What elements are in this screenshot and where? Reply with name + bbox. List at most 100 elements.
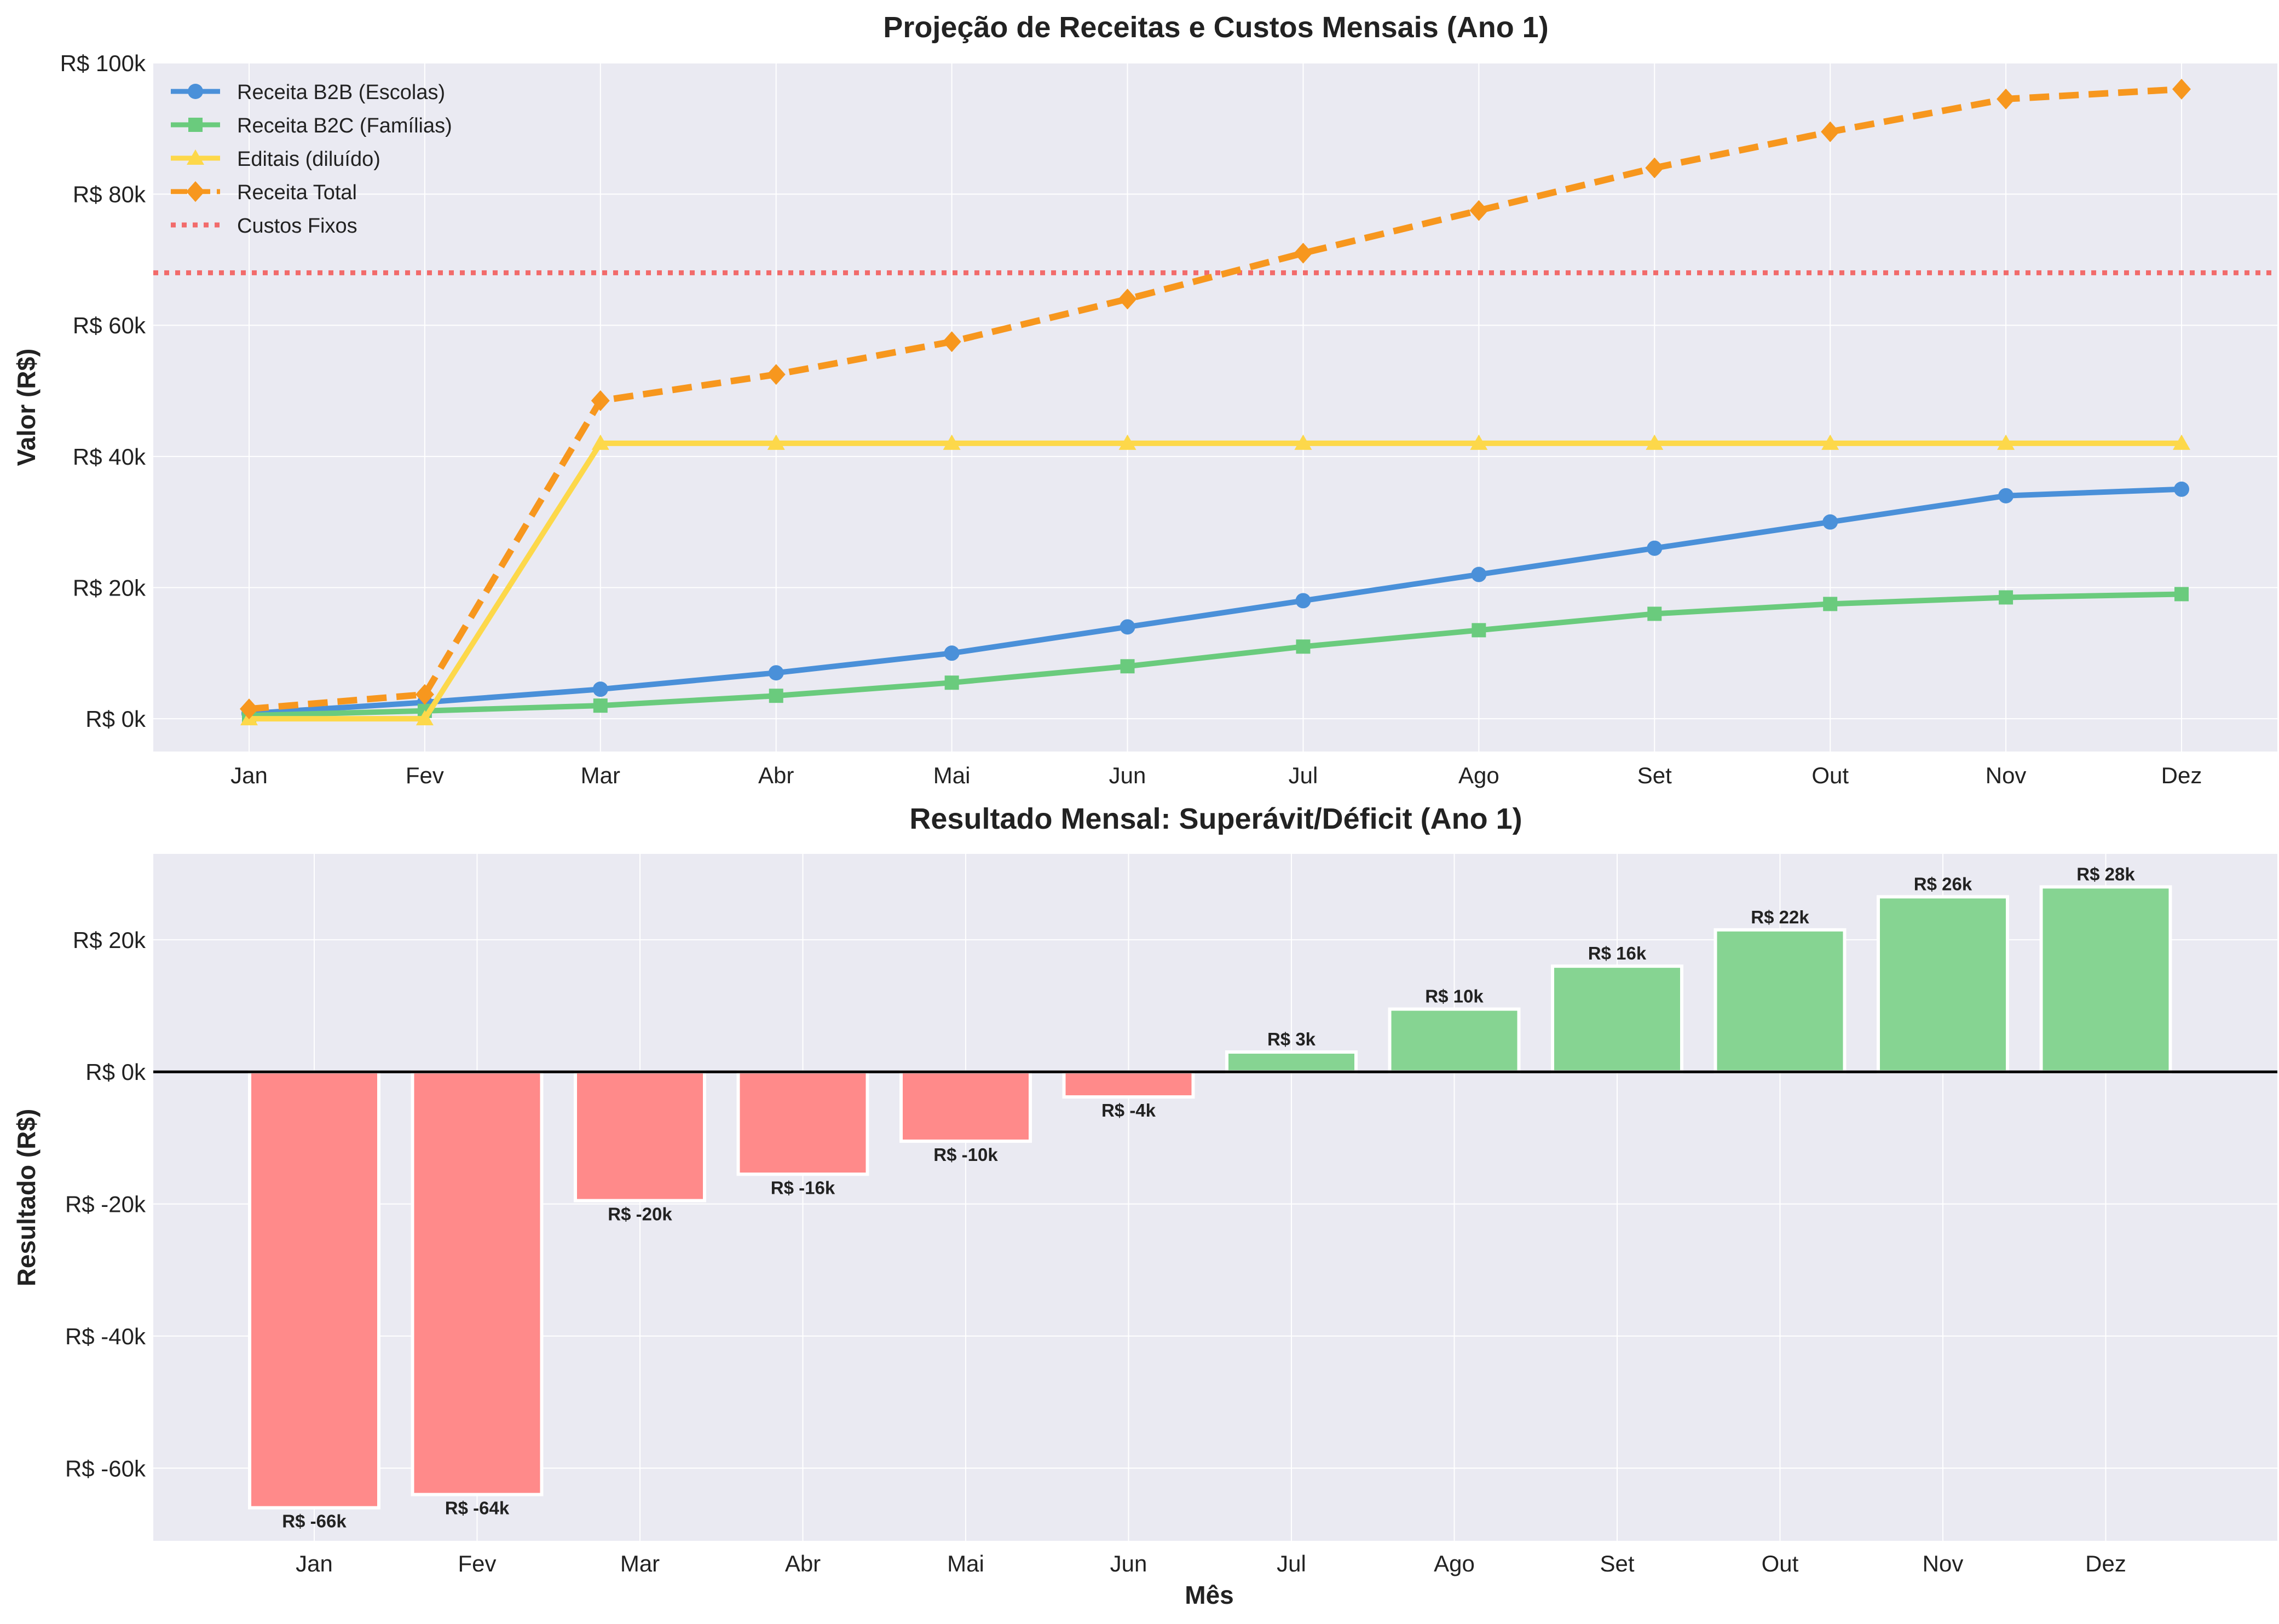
chart1-x-tick-label: Jan xyxy=(230,762,268,788)
chart1-x-tick-label: Set xyxy=(1637,762,1672,788)
series-total xyxy=(240,78,2191,720)
series-b2c xyxy=(242,587,2189,723)
chart1-x-tick-label: Fev xyxy=(406,762,444,788)
point-b2c xyxy=(1472,623,1486,638)
result-bar-label: R$ -64k xyxy=(445,1498,510,1518)
chart1-x-tick-label: Dez xyxy=(2161,762,2202,788)
point-total xyxy=(591,390,610,412)
chart1-x-tick-label: Mai xyxy=(933,762,971,788)
result-bar xyxy=(1062,1070,1195,1099)
chart2-y-tick-label: R$ -40k xyxy=(65,1324,146,1349)
chart1-x-tick-label: Abr xyxy=(758,762,794,788)
result-bar-label: R$ -10k xyxy=(933,1145,998,1165)
chart2-x-tick-label: Ago xyxy=(1434,1551,1475,1576)
monthly-result-bar-chart: Resultado Mensal: Superávit/Déficit (Ano… xyxy=(12,802,2277,1609)
legend-label: Editais (diluído) xyxy=(237,148,380,171)
point-b2b xyxy=(2174,481,2189,497)
point-b2b xyxy=(592,681,608,697)
result-bar xyxy=(248,1070,380,1510)
legend-label: Receita B2B (Escolas) xyxy=(237,81,445,104)
point-editais xyxy=(2173,434,2190,450)
chart2-x-tick-label: Jan xyxy=(296,1551,333,1576)
chart2-y-tick-label: R$ 20k xyxy=(73,927,146,953)
series-b2b xyxy=(241,481,2189,721)
chart2-x-ticks: Jan Fev Mar Abr Mai Jun Jul Ago Set Out Nov Dez xyxy=(296,1551,2126,1576)
point-editais xyxy=(1470,434,1488,450)
point-b2c xyxy=(1999,590,2013,605)
point-editais xyxy=(591,434,609,450)
chart2-x-tick-label: Nov xyxy=(1923,1551,1964,1576)
chart1-title: Projeção de Receitas e Custos Mensais (A… xyxy=(883,11,1548,44)
chart2-x-tick-label: Out xyxy=(1762,1551,1799,1576)
point-b2b xyxy=(944,645,960,661)
point-editais xyxy=(1646,434,1664,450)
point-editais xyxy=(767,434,785,450)
result-bar xyxy=(574,1070,706,1203)
result-bar xyxy=(411,1070,544,1496)
series-line-b2b xyxy=(249,486,2182,716)
point-total xyxy=(766,364,786,385)
chart1-plot-area xyxy=(153,63,2277,752)
result-bar xyxy=(1713,928,1847,1074)
result-bar-label: R$ 22k xyxy=(1751,907,1809,927)
result-bar xyxy=(1388,1007,1521,1074)
chart1-x-tick-label: Out xyxy=(1811,762,1849,788)
point-total xyxy=(1645,157,1664,178)
result-bar xyxy=(2039,885,2172,1074)
point-editais xyxy=(1821,434,1839,450)
point-total xyxy=(2172,78,2191,100)
legend-label: Receita B2C (Famílias) xyxy=(237,114,452,137)
chart1-y-tick-label: R$ 40k xyxy=(73,444,146,470)
point-b2c xyxy=(1823,597,1838,611)
series-line-editais xyxy=(249,440,2182,722)
point-total xyxy=(1821,121,1840,142)
point-b2c xyxy=(769,689,783,703)
point-b2c xyxy=(944,675,959,690)
chart1-y-ticks: R$ 0k R$ 20k R$ 40k R$ 60k R$ 80k R$ 100k xyxy=(60,50,146,732)
chart2-x-tick-label: Set xyxy=(1600,1551,1634,1576)
legend-marker xyxy=(188,118,203,132)
chart1-y-tick-label: R$ 20k xyxy=(73,575,146,600)
chart1-y-tick-label: R$ 0k xyxy=(85,706,146,732)
chart1-x-tick-label: Jul xyxy=(1289,762,1318,788)
point-b2c xyxy=(1647,606,1662,621)
point-b2b xyxy=(1120,619,1135,635)
point-b2b xyxy=(1647,540,1663,556)
point-b2b xyxy=(768,665,784,681)
point-b2b xyxy=(1822,514,1838,530)
result-bar xyxy=(1225,1050,1358,1074)
point-b2b xyxy=(1295,593,1311,609)
result-bar-label: R$ -4k xyxy=(1101,1100,1156,1120)
point-b2c xyxy=(2174,587,2189,602)
chart2-x-tick-label: Fev xyxy=(458,1551,496,1576)
point-total xyxy=(240,698,258,720)
chart2-title: Resultado Mensal: Superávit/Déficit (Ano… xyxy=(909,802,1522,835)
legend-marker xyxy=(186,181,205,202)
result-bar-label: R$ -66k xyxy=(282,1511,347,1531)
result-bar-label: R$ 16k xyxy=(1588,943,1647,963)
chart2-y-tick-label: R$ 0k xyxy=(85,1059,146,1085)
result-bar xyxy=(1877,895,2009,1074)
point-editais xyxy=(943,434,961,450)
point-b2b xyxy=(1998,488,2014,504)
result-bar xyxy=(736,1070,869,1176)
chart1-x-tick-label: Jun xyxy=(1109,762,1146,788)
point-editais xyxy=(1997,434,2015,450)
point-b2b xyxy=(1471,567,1487,582)
chart1-y-tick-label: R$ 80k xyxy=(73,182,146,207)
result-bar-label: R$ 26k xyxy=(1914,874,1972,894)
point-b2c xyxy=(1296,639,1311,654)
chart2-x-tick-label: Mai xyxy=(947,1551,984,1576)
legend-label: Custos Fixos xyxy=(237,215,357,238)
legend-marker xyxy=(188,84,203,99)
point-total xyxy=(1118,288,1137,310)
point-editais xyxy=(1118,434,1136,450)
point-total xyxy=(415,684,434,705)
result-bar xyxy=(899,1070,1032,1143)
point-editais xyxy=(416,710,434,726)
result-bar-label: R$ 28k xyxy=(2076,864,2135,884)
chart2-x-tick-label: Abr xyxy=(785,1551,821,1576)
chart2-x-tick-label: Jul xyxy=(1277,1551,1306,1576)
legend-marker xyxy=(187,149,204,165)
chart2-y-tick-label: R$ -60k xyxy=(65,1455,146,1481)
